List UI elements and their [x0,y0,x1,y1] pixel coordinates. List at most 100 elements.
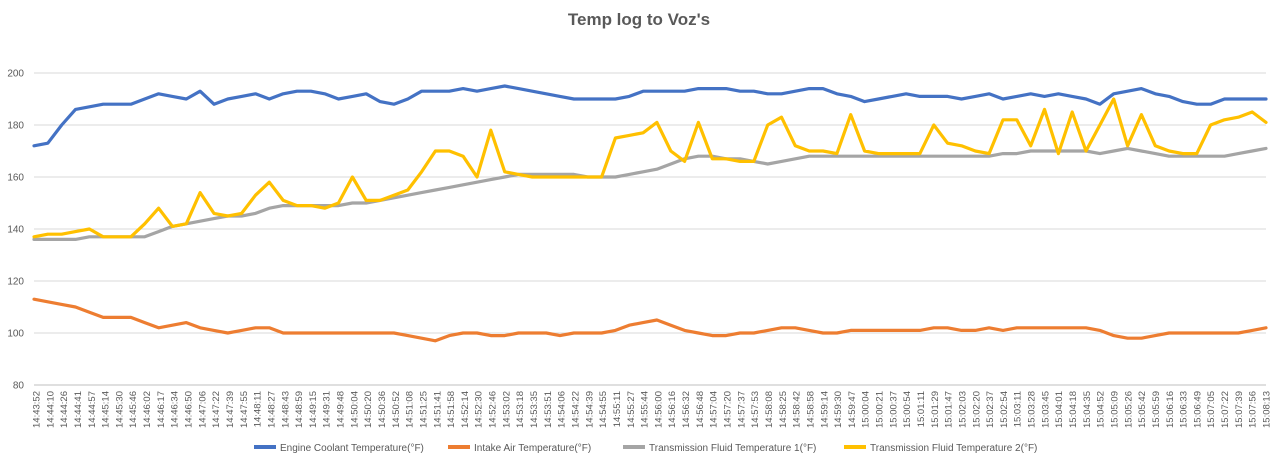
x-tick-label: 14:56:32 [681,391,692,428]
x-tick-label: 15:04:52 [1096,391,1107,428]
x-tick-label: 14:45:30 [114,391,125,428]
x-tick-label: 14:59:47 [847,391,858,428]
x-tick-label: 15:00:54 [902,391,913,428]
legend-label-4: Transmission Fluid Temperature 2(°F) [870,443,1037,454]
x-tick-label: 14:47:55 [239,391,250,428]
x-tick-label: 15:00:04 [861,391,872,428]
x-tick-label: 14:47:06 [197,391,208,428]
x-tick-label: 15:04:18 [1068,391,1079,428]
x-tick-label: 14:49:48 [336,391,347,428]
x-tick-label: 14:53:02 [501,391,512,428]
x-tick-label: 14:44:57 [87,391,98,428]
x-tick-label: 14:54:22 [570,391,581,428]
x-tick-label: 14:52:46 [488,391,499,428]
x-tick-label: 14:53:51 [543,391,554,428]
x-tick-label: 15:07:56 [1248,391,1259,428]
x-tick-label: 14:46:17 [156,391,167,428]
x-tick-label: 14:54:39 [584,391,595,428]
x-tick-label: 15:03:11 [1013,391,1024,427]
y-tick-label: 80 [13,381,25,392]
x-tick-label: 14:59:14 [819,391,830,428]
x-tick-label: 14:58:25 [778,391,789,428]
x-tick-label: 15:02:54 [999,391,1010,428]
x-tick-label: 14:48:59 [294,391,305,428]
y-tick-label: 120 [7,277,24,288]
y-tick-label: 200 [7,69,24,80]
x-tick-label: 14:48:27 [266,391,277,428]
x-tick-label: 15:01:47 [944,391,955,428]
x-tick-label: 14:56:48 [695,391,706,428]
chart-title: Temp log to Voz's [567,10,711,29]
x-tick-label: 15:06:16 [1165,391,1176,428]
x-tick-label: 14:50:20 [363,391,374,428]
x-tick-label: 15:07:22 [1220,391,1231,428]
x-tick-label: 14:45:14 [101,391,112,428]
y-tick-label: 100 [7,329,24,340]
x-tick-label: 14:57:37 [736,391,747,428]
x-tick-label: 15:06:33 [1179,391,1190,428]
series-line-4 [32,97,1268,239]
x-tick-label: 14:51:25 [418,391,429,428]
series-line-3 [32,146,1268,241]
x-tick-label: 14:50:04 [349,391,360,428]
x-tick-label: 14:47:22 [211,391,222,428]
x-tick-label: 14:44:10 [45,391,56,428]
legend-label-1: Engine Coolant Temperature(°F) [280,443,424,454]
x-tick-label: 14:58:58 [805,391,816,428]
series-line-2 [32,297,1268,343]
x-tick-label: 15:01:11 [916,391,927,427]
x-tick-label: 14:59:30 [833,391,844,428]
x-tick-label: 14:48:11 [253,391,264,427]
x-tick-label: 14:57:20 [723,391,734,428]
x-tick-label: 14:54:06 [557,391,568,428]
x-tick-label: 15:05:09 [1109,391,1120,428]
x-tick-label: 14:56:16 [667,391,678,428]
legend-label-2: Intake Air Temperature(°F) [474,443,591,454]
x-tick-label: 14:46:50 [184,391,195,428]
x-tick-label: 14:48:43 [280,391,291,428]
x-tick-label: 14:46:34 [170,391,181,428]
x-tick-label: 14:51:08 [405,391,416,428]
x-tick-label: 14:51:58 [446,391,457,428]
x-tick-label: 15:02:37 [985,391,996,428]
x-tick-label: 15:04:35 [1082,391,1093,428]
x-tick-label: 14:46:02 [142,391,153,428]
x-tick-label: 14:44:41 [73,391,84,428]
x-tick-label: 14:54:55 [598,391,609,428]
x-tick-label: 15:01:29 [930,391,941,428]
x-tick-label: 14:55:44 [640,391,651,428]
series-line-1 [32,84,1268,148]
x-tick-label: 14:55:11 [612,391,623,427]
x-tick-label: 14:45:46 [128,391,139,428]
x-tick-label: 14:56:00 [653,391,664,428]
x-tick-label: 14:57:04 [709,391,720,428]
y-tick-label: 140 [7,225,24,236]
legend-label-3: Transmission Fluid Temperature 1(°F) [649,443,816,454]
x-tick-label: 14:51:41 [432,391,443,428]
x-tick-label: 14:43:52 [32,391,43,428]
x-tick-label: 14:53:18 [515,391,526,428]
x-tick-label: 15:00:21 [875,391,886,428]
x-tick-label: 14:50:52 [391,391,402,428]
x-tick-label: 15:08:13 [1262,391,1273,428]
x-tick-label: 14:52:14 [460,391,471,428]
x-tick-label: 14:58:08 [764,391,775,428]
x-tick-label: 15:07:39 [1234,391,1245,428]
x-tick-label: 15:03:45 [1040,391,1051,428]
x-tick-label: 15:02:20 [971,391,982,428]
x-tick-label: 15:06:49 [1192,391,1203,428]
x-tick-label: 15:07:05 [1206,391,1217,428]
x-tick-label: 15:00:37 [888,391,899,428]
x-tick-label: 14:50:36 [377,391,388,428]
x-tick-label: 14:49:15 [308,391,319,428]
x-tick-label: 14:53:35 [529,391,540,428]
x-tick-label: 15:03:28 [1027,391,1038,428]
x-tick-label: 15:05:59 [1151,391,1162,428]
x-tick-label: 14:58:42 [792,391,803,428]
x-tick-label: 15:04:01 [1054,391,1065,428]
x-tick-label: 14:57:53 [750,391,761,428]
x-tick-label: 15:02:03 [957,391,968,428]
x-tick-label: 14:47:39 [225,391,236,428]
